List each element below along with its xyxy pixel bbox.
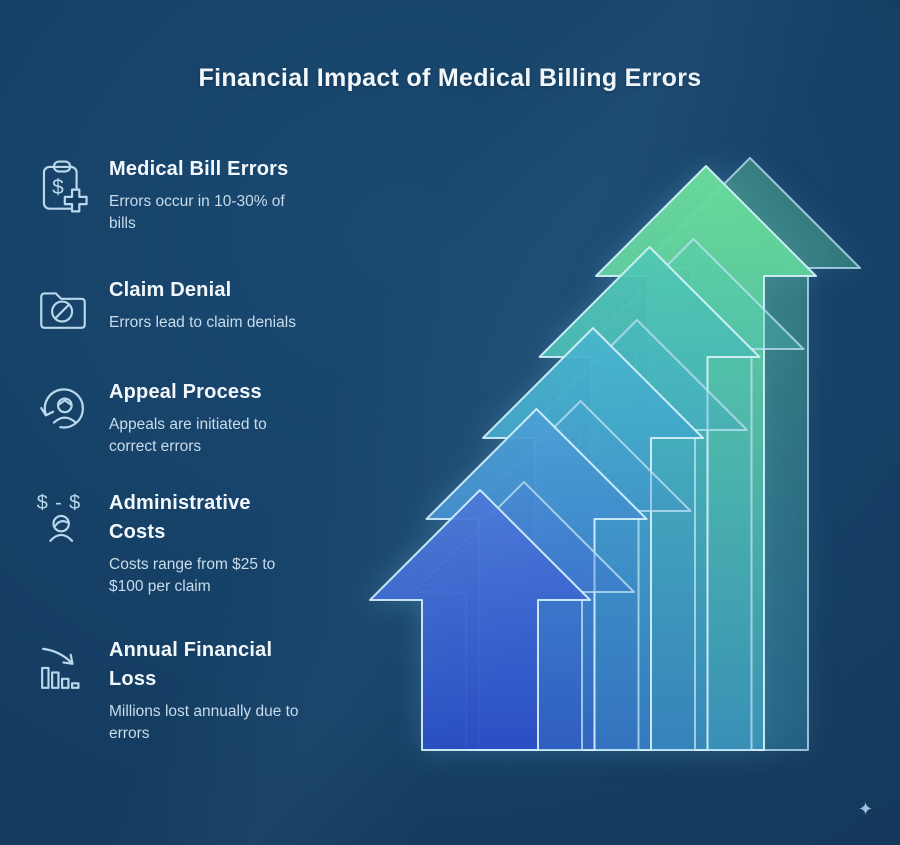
item-text-block: Appeal Process Appeals are initiated to … — [109, 380, 267, 459]
item-description: Costs range from $25 to $100 per claim — [109, 556, 276, 596]
svg-text:$ - $: $ - $ — [37, 492, 81, 514]
svg-text:$: $ — [52, 176, 64, 199]
item-title: Appeal Process — [109, 381, 262, 403]
item-title: Administrative Costs — [109, 492, 251, 543]
list-item-claim-denial: Claim Denial Errors lead to claim denial… — [34, 278, 369, 336]
list-item-medical-bill-errors: $ Medical Bill Errors Errors occur in 10… — [34, 157, 369, 236]
item-text-block: Claim Denial Errors lead to claim denial… — [109, 278, 296, 334]
list-item-appeal-process: Appeal Process Appeals are initiated to … — [34, 380, 369, 459]
item-text-block: Administrative Costs Costs range from $2… — [109, 491, 275, 599]
item-text-block: Medical Bill Errors Errors occur in 10-3… — [109, 157, 288, 236]
item-description: Errors lead to claim denials — [109, 314, 296, 331]
claim-denied-folder-icon — [34, 278, 92, 336]
page-title: Financial Impact of Medical Billing Erro… — [198, 64, 702, 92]
item-description: Errors occur in 10-30% of bills — [109, 193, 285, 233]
appeal-cycle-person-icon — [34, 380, 92, 438]
item-description: Millions lost annually due to errors — [109, 703, 299, 743]
admin-cost-person-icon: $ - $ — [34, 491, 92, 549]
item-text-block: Annual Financial Loss Millions lost annu… — [109, 638, 299, 746]
declining-bar-chart-icon — [34, 638, 92, 696]
sparkle-icon: ✦ — [858, 799, 874, 819]
list-item-administrative-costs: $ - $ Administrative Costs Costs range f… — [34, 491, 369, 599]
step-1-arrow — [369, 489, 591, 751]
medical-bill-clipboard-icon: $ — [34, 157, 92, 215]
item-title: Medical Bill Errors — [109, 158, 289, 180]
item-title: Annual Financial Loss — [109, 639, 273, 690]
item-title: Claim Denial — [109, 279, 232, 301]
list-item-annual-financial-loss: Annual Financial Loss Millions lost annu… — [34, 638, 369, 746]
item-description: Appeals are initiated to correct errors — [109, 416, 267, 456]
